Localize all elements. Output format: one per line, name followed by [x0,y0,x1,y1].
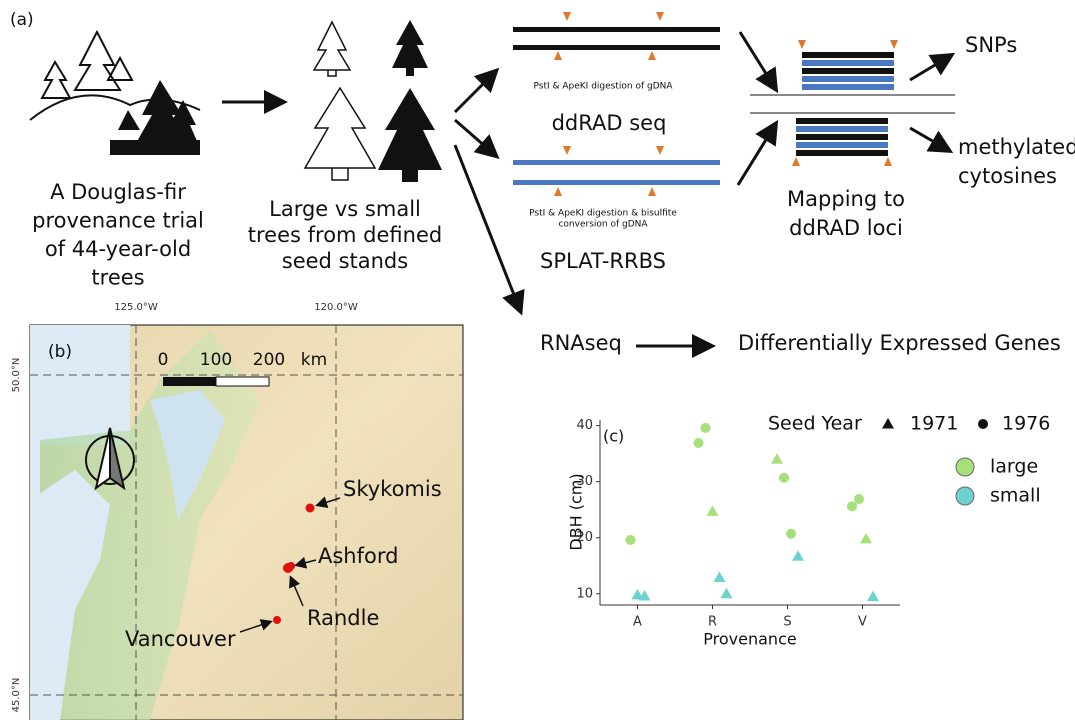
lat-tick: 45.0°N [11,678,22,713]
lon-tick: 125.0°W [114,302,158,313]
site-label: Randle [307,606,379,630]
legend-symbol [882,418,894,429]
note: PstI & ApeKI digestion of gDNA [533,82,673,92]
point [721,588,733,599]
point [847,501,857,511]
scale-label: 0 [158,350,169,370]
method: ddRAD seq [552,111,667,135]
point [854,494,864,504]
legend-label: small [990,485,1041,507]
x-tick-label: A [633,615,642,630]
output: cytosines [958,164,1057,188]
site-label: Ashford [318,544,398,568]
trees-text: Large vs small [269,197,421,221]
method: RNAseq [540,331,622,355]
scale-label: 200 [253,350,285,370]
point [792,550,804,561]
y-axis-title: DBH (cm) [567,473,586,550]
point [714,572,726,583]
panel-label: (c) [603,427,624,446]
note: PstI & ApeKI digestion & bisulfite [529,209,677,219]
legend-label: 1976 [1002,413,1050,435]
y-tick-label: 40 [576,418,593,433]
point [867,591,879,602]
point [694,438,704,448]
point [779,473,789,483]
x-axis-title: Provenance [703,630,796,649]
mapping-text: ddRAD loci [789,216,903,240]
point [626,535,636,545]
trial-text: of 44-year-old [45,237,191,261]
y-tick-label: 10 [576,586,593,601]
point [860,533,872,544]
site-label: Vancouver [125,627,236,651]
legend-symbol [978,419,988,429]
x-tick-label: S [783,615,791,630]
legend-symbol [956,458,974,476]
trial-text: trees [91,266,144,290]
legend-label: 1971 [910,413,958,435]
output: Differentially Expressed Genes [738,331,1061,355]
note: conversion of gDNA [558,220,648,230]
panel-label: (a) [10,10,34,30]
x-tick-label: R [708,615,717,630]
lon-tick: 120.0°W [314,302,358,313]
point [786,529,796,539]
scale-label: 100 [200,350,232,370]
x-tick-label: V [858,615,867,630]
mapping-text: Mapping to [787,187,905,211]
point [771,453,783,464]
scale-label: km [301,350,327,370]
point [701,423,711,433]
legend-symbol [956,487,974,505]
panel-label: (b) [48,342,72,362]
trial-text: A Douglas-fir [50,180,186,204]
method: SPLAT-RRBS [540,249,666,273]
output: SNPs [965,33,1017,57]
legend-label: large [990,456,1038,478]
lat-tick: 50.0°N [11,358,22,393]
figure: (a) A Douglas-fir provenance trial of 44-ye… [0,0,1075,720]
diagram-icons [30,12,955,346]
point [707,505,719,516]
map [30,325,463,720]
trees-text: seed stands [282,249,408,273]
site-label: Skykomis [343,477,442,501]
output: methylated [958,135,1075,159]
legend-title: Seed Year [768,413,862,435]
trees-text: trees from defined [248,223,442,247]
trial-text: provenance trial [32,209,204,233]
